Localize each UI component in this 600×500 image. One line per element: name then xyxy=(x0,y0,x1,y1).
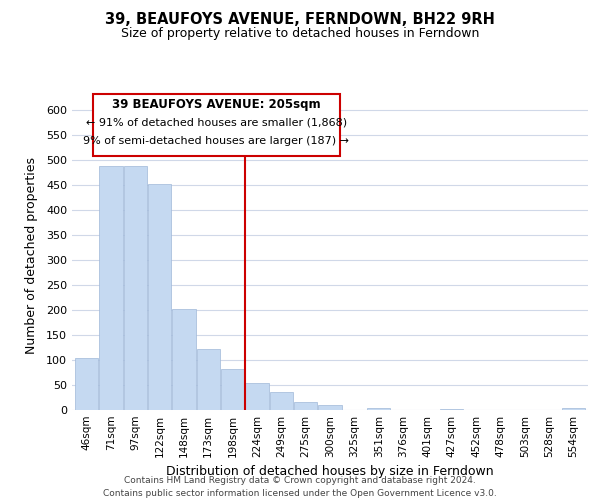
Bar xyxy=(562,408,585,410)
Bar xyxy=(75,358,98,410)
Text: 39 BEAUFOYS AVENUE: 205sqm: 39 BEAUFOYS AVENUE: 205sqm xyxy=(112,98,321,112)
Bar xyxy=(172,309,196,410)
X-axis label: Distribution of detached houses by size in Ferndown: Distribution of detached houses by size … xyxy=(166,466,494,478)
Bar xyxy=(245,382,269,410)
Text: Contains HM Land Registry data © Crown copyright and database right 2024.
Contai: Contains HM Land Registry data © Crown c… xyxy=(103,476,497,498)
Bar xyxy=(440,408,463,410)
Bar xyxy=(270,392,293,410)
Bar xyxy=(294,402,317,410)
Text: 9% of semi-detached houses are larger (187) →: 9% of semi-detached houses are larger (1… xyxy=(83,136,349,145)
Bar xyxy=(221,368,244,410)
FancyBboxPatch shape xyxy=(92,94,340,156)
Bar xyxy=(197,349,220,410)
Text: 39, BEAUFOYS AVENUE, FERNDOWN, BH22 9RH: 39, BEAUFOYS AVENUE, FERNDOWN, BH22 9RH xyxy=(105,12,495,28)
Text: Size of property relative to detached houses in Ferndown: Size of property relative to detached ho… xyxy=(121,28,479,40)
Bar xyxy=(319,405,341,410)
Bar xyxy=(100,166,122,410)
Bar xyxy=(148,184,171,410)
Y-axis label: Number of detached properties: Number of detached properties xyxy=(25,156,38,354)
Bar xyxy=(367,408,390,410)
Bar xyxy=(124,166,147,410)
Text: ← 91% of detached houses are smaller (1,868): ← 91% of detached houses are smaller (1,… xyxy=(86,117,347,127)
